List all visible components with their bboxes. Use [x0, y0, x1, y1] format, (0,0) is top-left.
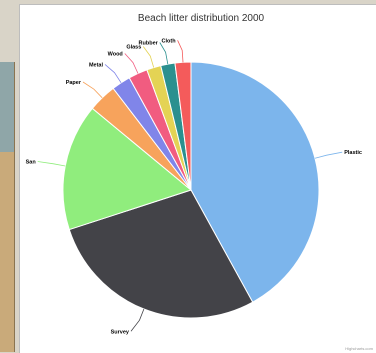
- label-connector-cloth: [177, 40, 184, 63]
- pie-chart: Beach litter distribution 2000 Plastic Su…: [26, 13, 374, 351]
- label-connector-plastic: [314, 151, 343, 159]
- slice-label-plastic: Plastic: [344, 150, 362, 156]
- chart-title: Beach litter distribution 2000: [138, 13, 265, 24]
- label-connector-wood: [124, 53, 139, 74]
- label-connector-survey: [130, 308, 145, 332]
- slice-label-wood: Wood: [108, 52, 123, 58]
- label-connector-rubber: [159, 42, 169, 65]
- label-connector-paper: [82, 81, 103, 99]
- slice-label-paper: Paper: [66, 80, 82, 86]
- pie-slice-plastic[interactable]: [190, 61, 320, 303]
- pie-slices: [62, 61, 320, 319]
- label-connector-san: [37, 161, 66, 167]
- label-connectors: [37, 40, 343, 332]
- chart-card: Beach litter distribution 2000 Plastic Su…: [19, 4, 376, 353]
- background-photo-edge: [0, 62, 15, 352]
- label-connector-glass: [142, 46, 155, 68]
- slice-labels: Plastic Survey San Paper Metal WoodGlassRubbe…: [26, 38, 362, 335]
- slice-label-san: San: [26, 160, 37, 166]
- slice-label-survey: Survey: [111, 329, 130, 335]
- slice-label-rubber: Rubber: [139, 41, 159, 47]
- slice-label-cloth: Cloth: [162, 38, 177, 44]
- label-connector-metal: [104, 64, 122, 84]
- slice-label-metal: Metal: [89, 62, 104, 68]
- chart-credits[interactable]: Highcharts.com: [345, 346, 373, 351]
- background-photo-water: [0, 62, 14, 152]
- slice-label-glass: Glass: [126, 45, 141, 51]
